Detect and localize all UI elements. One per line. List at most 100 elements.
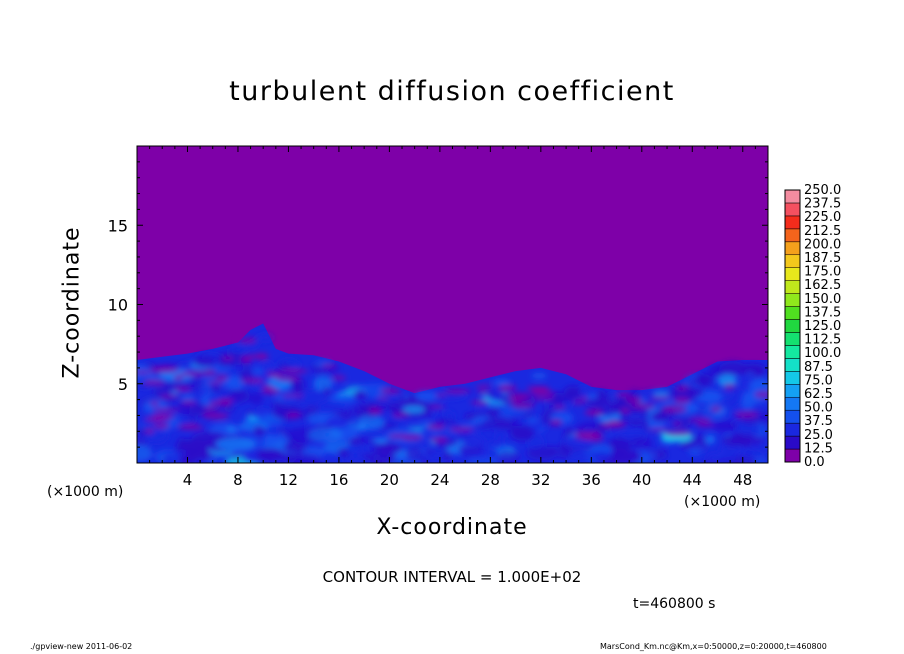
colorbar-swatch bbox=[784, 384, 801, 398]
x-axis-ticks: 4 8 12 16 20 24 28 32 36 40 44 48 bbox=[149, 146, 756, 489]
eddy-mark bbox=[286, 412, 301, 419]
eddy-mark bbox=[221, 356, 234, 361]
eddy-mark bbox=[150, 366, 179, 373]
colorbar-swatch bbox=[784, 409, 801, 424]
eddy-mark bbox=[569, 451, 590, 462]
x-tick-label: 48 bbox=[733, 471, 752, 489]
eddy-mark bbox=[401, 434, 423, 441]
colorbar-level-label: 112.5 bbox=[804, 333, 841, 348]
colorbar-level-label: 12.5 bbox=[804, 441, 833, 456]
colorbar-level-label: 225.0 bbox=[804, 210, 841, 225]
eddy-mark bbox=[505, 425, 520, 431]
eddy-mark bbox=[486, 440, 504, 448]
eddy-mark bbox=[719, 390, 733, 399]
eddy-mark bbox=[695, 422, 715, 428]
eddy-mark bbox=[662, 405, 687, 413]
eddy-mark bbox=[354, 409, 365, 418]
colorbar-swatch bbox=[784, 254, 801, 268]
eddy-mark bbox=[651, 411, 670, 422]
eddy-mark bbox=[522, 412, 534, 417]
eddy-mark bbox=[664, 429, 692, 437]
colorbar-swatch bbox=[784, 215, 801, 230]
eddy-mark bbox=[581, 434, 604, 441]
x-tick-label: 44 bbox=[683, 471, 702, 489]
eddy-mark bbox=[427, 423, 446, 430]
eddy-mark bbox=[675, 385, 689, 391]
eddy-mark bbox=[179, 371, 208, 377]
eddy-mark bbox=[353, 391, 368, 400]
eddy-mark bbox=[750, 367, 765, 375]
colorbar-swatch bbox=[784, 202, 801, 217]
colorbar-swatch bbox=[784, 293, 801, 307]
eddy-mark bbox=[564, 427, 574, 436]
eddy-mark bbox=[531, 388, 549, 396]
eddy-mark bbox=[257, 333, 274, 342]
eddy-mark bbox=[584, 397, 611, 409]
x-tick-label: 20 bbox=[380, 471, 399, 489]
eddy-mark bbox=[572, 400, 585, 405]
x-unit-label-right: (×1000 m) bbox=[684, 494, 761, 510]
eddy-mark bbox=[308, 427, 343, 443]
eddy-mark bbox=[209, 400, 232, 407]
eddy-mark bbox=[227, 425, 236, 433]
eddy-mark bbox=[143, 379, 165, 386]
colorbar-level-label: 75.0 bbox=[804, 373, 833, 388]
eddy-mark bbox=[497, 450, 520, 463]
eddy-mark bbox=[493, 379, 511, 386]
eddy-mark bbox=[343, 456, 370, 463]
eddy-mark bbox=[180, 394, 195, 402]
eddy-mark bbox=[207, 380, 224, 385]
eddy-mark bbox=[266, 371, 283, 378]
eddy-mark bbox=[526, 417, 539, 424]
colorbar-level-label: 62.5 bbox=[804, 387, 833, 402]
colorbar-frame bbox=[784, 189, 801, 463]
eddy-mark bbox=[475, 384, 492, 389]
colorbar-level-label: 25.0 bbox=[804, 428, 833, 443]
y-tick-label: 15 bbox=[108, 216, 128, 235]
footer-data-source: MarsCond_Km.nc@Km,x=0:50000,z=0:20000,t=… bbox=[600, 642, 827, 651]
eddy-mark bbox=[344, 444, 367, 455]
eddy-mark bbox=[429, 450, 445, 462]
eddy-mark bbox=[246, 415, 259, 421]
eddy-mark bbox=[733, 411, 759, 418]
colorbar-swatch bbox=[784, 448, 801, 463]
eddy-mark bbox=[749, 441, 760, 450]
eddy-mark bbox=[465, 422, 475, 428]
eddy-mark bbox=[275, 375, 301, 382]
eddy-mark bbox=[463, 435, 485, 447]
eddy-mark bbox=[653, 389, 669, 398]
colorbar-swatch bbox=[784, 306, 801, 320]
x-tick-label: 28 bbox=[481, 471, 500, 489]
eddy-mark bbox=[204, 406, 216, 411]
eddy-mark bbox=[392, 413, 409, 418]
eddy-mark bbox=[328, 395, 338, 403]
eddy-mark bbox=[176, 438, 207, 452]
eddy-mark bbox=[660, 447, 666, 453]
x-tick-label: 32 bbox=[531, 471, 550, 489]
colorbar-swatch bbox=[784, 345, 801, 359]
eddy-mark bbox=[510, 398, 523, 403]
eddy-mark bbox=[675, 419, 689, 429]
colorbar-swatch bbox=[784, 319, 801, 333]
eddy-mark bbox=[177, 424, 204, 431]
eddy-mark bbox=[599, 421, 627, 428]
eddy-mark bbox=[252, 368, 263, 374]
eddy-mark bbox=[137, 370, 153, 374]
eddy-mark bbox=[137, 442, 145, 448]
eddy-mark bbox=[533, 395, 554, 401]
eddy-mark bbox=[695, 373, 713, 387]
eddy-mark bbox=[705, 434, 716, 445]
eddy-mark bbox=[153, 422, 170, 429]
colorbar-level-label: 175.0 bbox=[804, 265, 841, 280]
eddy-mark bbox=[322, 387, 332, 396]
eddy-mark bbox=[542, 405, 550, 410]
colorbar-level-label: 87.5 bbox=[804, 360, 833, 375]
eddy-mark bbox=[173, 374, 184, 381]
eddy-mark bbox=[223, 375, 245, 390]
eddy-mark bbox=[711, 420, 738, 432]
eddy-mark bbox=[749, 378, 768, 394]
eddy-mark bbox=[325, 416, 349, 428]
eddy-mark bbox=[236, 336, 257, 344]
colorbar-swatch bbox=[784, 280, 801, 294]
eddy-mark bbox=[404, 394, 409, 400]
